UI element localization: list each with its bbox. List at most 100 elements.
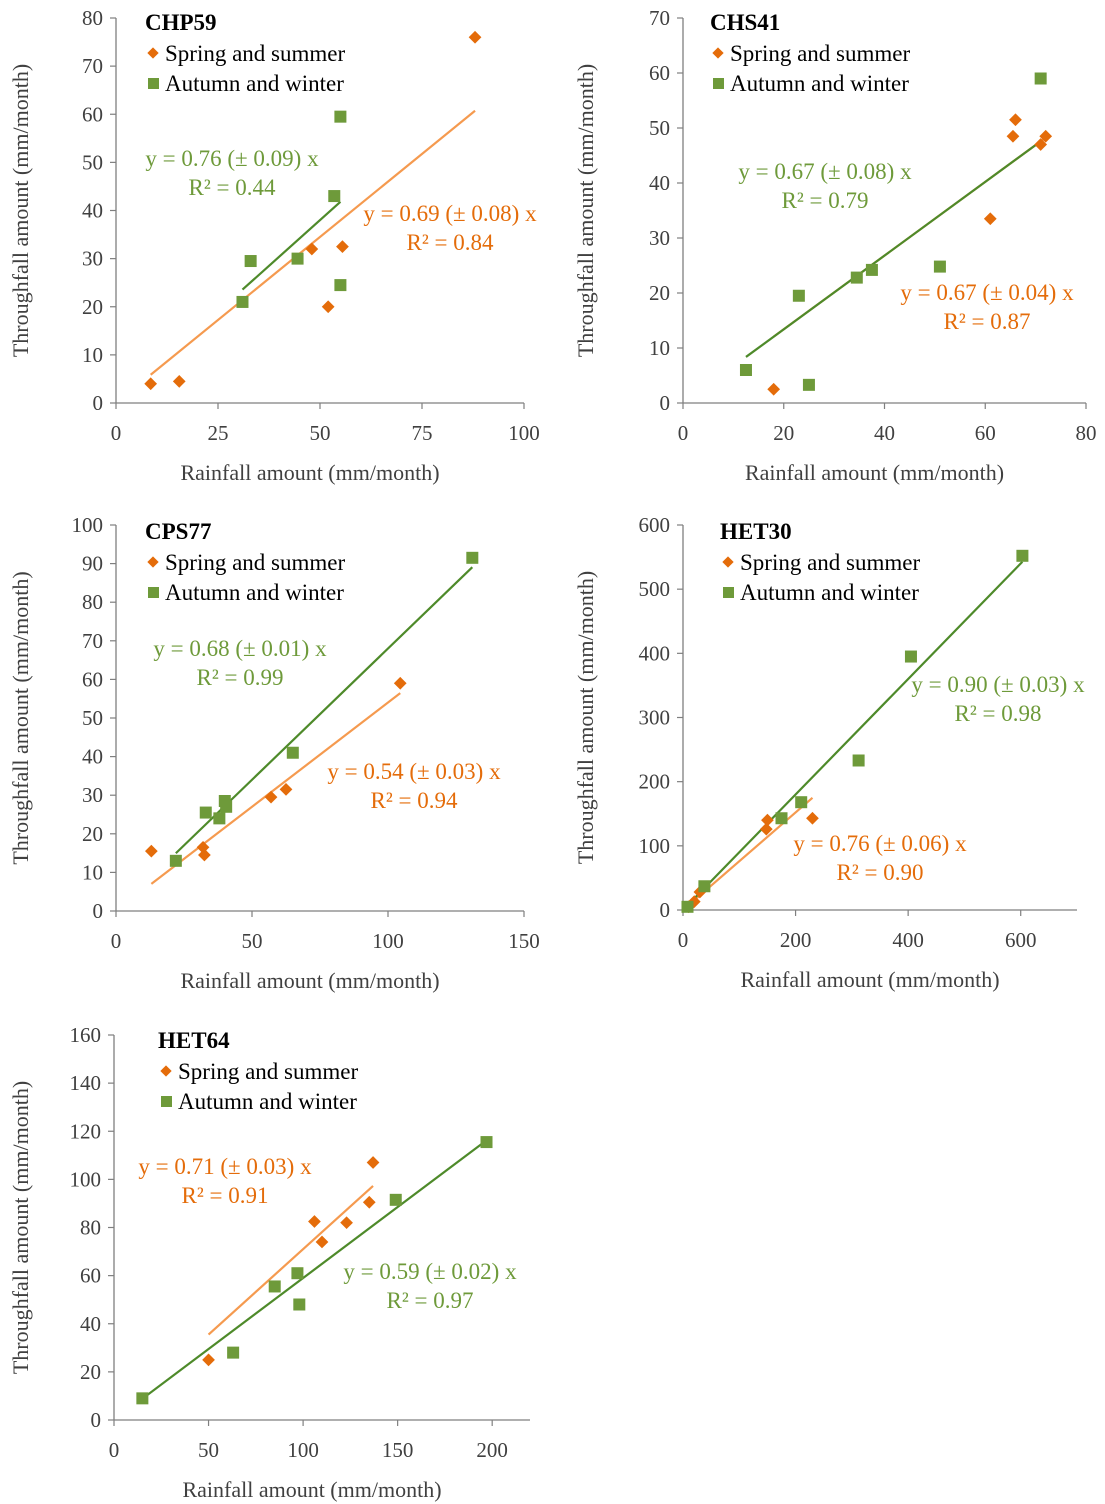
legend-label-autumn: Autumn and winter [165,71,344,96]
y-tick-label: 300 [639,706,671,730]
y-tick-label: 600 [639,513,671,537]
y-tick-label: 0 [91,1408,102,1432]
y-tick-label: 70 [82,54,103,78]
data-point-spring [983,212,997,226]
r-squared-label-spring: R² = 0.91 [182,1183,269,1208]
r-squared-label-autumn: R² = 0.97 [387,1288,474,1313]
x-tick-label: 80 [1076,421,1097,445]
y-tick-label: 40 [82,745,103,769]
legend-square-marker [713,78,724,89]
y-tick-label: 500 [639,577,671,601]
x-tick-label: 50 [198,1438,219,1462]
r-squared-label-spring: R² = 0.87 [944,309,1031,334]
x-tick-label: 600 [1005,928,1037,952]
chart-title: HET30 [720,519,792,544]
x-tick-label: 25 [208,421,229,445]
x-tick-label: 20 [773,421,794,445]
data-point-spring [336,240,349,253]
x-tick-label: 200 [476,1438,508,1462]
x-tick-label: 50 [242,929,263,953]
y-tick-label: 120 [70,1119,102,1143]
y-tick-label: 50 [82,150,103,174]
y-axis-label: Throughfall amount (mm/month) [8,64,33,357]
trendline-autumn [686,560,1024,907]
data-point-spring [144,377,158,391]
y-tick-label: 80 [82,590,103,614]
x-tick-label: 0 [109,1438,120,1462]
legend-label-spring: Spring and summer [740,550,920,575]
data-point-autumn [852,754,865,767]
y-tick-label: 100 [72,513,104,537]
data-point-autumn [850,271,863,284]
y-axis-label: Throughfall amount (mm/month) [8,571,33,864]
y-tick-label: 20 [80,1360,101,1384]
regression-equation-autumn: y = 0.76 (± 0.09) x [145,146,319,171]
y-axis-label: Throughfall amount (mm/month) [8,1081,33,1374]
y-tick-label: 60 [649,61,670,85]
r-squared-label-autumn: R² = 0.44 [189,175,276,200]
data-point-autumn [199,806,212,819]
y-tick-label: 20 [649,281,670,305]
legend-label-autumn: Autumn and winter [178,1089,357,1114]
chart-title: CPS77 [145,519,211,544]
x-tick-label: 200 [780,928,812,952]
y-tick-label: 100 [70,1167,102,1191]
data-point-autumn [291,1267,304,1280]
x-tick-label: 0 [678,421,689,445]
data-point-autumn [904,650,917,663]
data-point-spring [308,1215,321,1228]
data-point-autumn [334,110,347,123]
y-tick-label: 10 [82,860,103,884]
legend-label-spring: Spring and summer [730,41,910,66]
x-axis-label: Rainfall amount (mm/month) [740,967,999,992]
regression-equation-spring: y = 0.67 (± 0.04) x [900,280,1074,305]
x-axis-label: Rainfall amount (mm/month) [180,968,439,993]
y-tick-label: 0 [93,391,104,415]
data-point-autumn [933,260,946,273]
regression-equation-autumn: y = 0.59 (± 0.02) x [343,1259,517,1284]
y-tick-label: 140 [70,1071,102,1095]
regression-equation-autumn: y = 0.68 (± 0.01) x [153,636,327,661]
x-tick-label: 0 [111,929,122,953]
data-point-spring [1006,129,1020,143]
y-axis-label: Throughfall amount (mm/month) [573,64,598,357]
y-tick-label: 70 [649,6,670,30]
legend-label-autumn: Autumn and winter [740,580,919,605]
data-point-autumn [865,263,878,276]
data-point-autumn [236,295,249,308]
legend-square-marker [161,1096,172,1107]
data-point-spring [362,1195,376,1209]
y-tick-label: 30 [649,226,670,250]
r-squared-label-autumn: R² = 0.79 [782,188,869,213]
y-tick-label: 40 [80,1312,101,1336]
x-tick-label: 50 [310,421,331,445]
x-tick-label: 75 [412,421,433,445]
y-tick-label: 400 [639,641,671,665]
data-point-spring [305,242,319,256]
regression-equation-spring: y = 0.54 (± 0.03) x [327,759,501,784]
y-tick-label: 200 [639,770,671,794]
data-point-spring [1009,113,1022,127]
data-point-autumn [328,190,341,203]
y-tick-label: 160 [70,1023,102,1047]
x-tick-label: 0 [678,928,689,952]
x-tick-label: 150 [508,929,540,953]
data-point-autumn [169,854,182,867]
legend-label-autumn: Autumn and winter [165,580,344,605]
legend-entry-autumn: Autumn and winter [148,580,344,605]
legend-diamond-marker [712,47,724,59]
data-point-autumn [466,551,479,564]
y-tick-label: 30 [82,247,103,271]
r-squared-label-spring: R² = 0.94 [371,788,458,813]
data-point-autumn [293,1298,306,1311]
y-tick-label: 0 [660,898,671,922]
data-point-autumn [739,364,752,376]
regression-equation-autumn: y = 0.90 (± 0.03) x [911,672,1085,697]
legend-entry-spring: Spring and summer [147,550,345,575]
data-point-autumn [220,800,233,813]
chart-panel-het64: 0 20 40 60 80 100 120 140 160 0 50 100 150 200 Rainfal… [8,1023,530,1502]
data-point-autumn [698,880,711,893]
x-tick-label: 40 [874,421,895,445]
y-tick-label: 60 [82,102,103,126]
